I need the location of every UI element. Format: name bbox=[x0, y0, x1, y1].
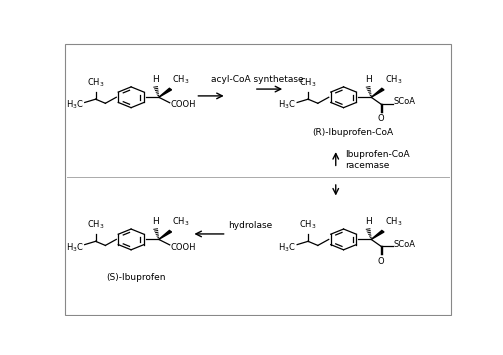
Polygon shape bbox=[159, 230, 172, 239]
Text: H$_3$C: H$_3$C bbox=[66, 241, 83, 253]
Text: acyl-CoA synthetase: acyl-CoA synthetase bbox=[211, 75, 304, 84]
Text: COOH: COOH bbox=[171, 100, 196, 109]
Text: Ibuprofen-CoA: Ibuprofen-CoA bbox=[346, 151, 410, 159]
Text: H$_3$C: H$_3$C bbox=[278, 241, 296, 253]
Text: CH$_3$: CH$_3$ bbox=[173, 216, 190, 229]
Text: O: O bbox=[378, 257, 384, 266]
Text: H: H bbox=[152, 75, 159, 84]
Text: CH$_3$: CH$_3$ bbox=[385, 74, 402, 86]
Text: CH$_3$: CH$_3$ bbox=[87, 219, 105, 231]
Text: CH$_3$: CH$_3$ bbox=[87, 77, 105, 89]
Text: H: H bbox=[152, 217, 159, 226]
Text: CH$_3$: CH$_3$ bbox=[385, 216, 402, 229]
Text: H$_3$C: H$_3$C bbox=[66, 99, 83, 111]
Text: (R)-Ibuprofen-CoA: (R)-Ibuprofen-CoA bbox=[313, 128, 394, 137]
Text: COOH: COOH bbox=[171, 242, 196, 252]
Text: H$_3$C: H$_3$C bbox=[278, 99, 296, 111]
Text: racemase: racemase bbox=[346, 161, 390, 170]
Polygon shape bbox=[159, 88, 172, 97]
Text: SCoA: SCoA bbox=[394, 97, 416, 106]
Text: CH$_3$: CH$_3$ bbox=[173, 74, 190, 86]
Polygon shape bbox=[371, 88, 384, 97]
Text: CH$_3$: CH$_3$ bbox=[299, 219, 317, 231]
Text: SCoA: SCoA bbox=[394, 240, 416, 248]
Text: H: H bbox=[365, 75, 372, 84]
Polygon shape bbox=[371, 230, 384, 239]
Text: O: O bbox=[378, 115, 384, 124]
Text: (S)-Ibuprofen: (S)-Ibuprofen bbox=[106, 273, 165, 282]
Text: hydrolase: hydrolase bbox=[228, 221, 272, 230]
Text: H: H bbox=[365, 217, 372, 226]
Text: CH$_3$: CH$_3$ bbox=[299, 77, 317, 89]
